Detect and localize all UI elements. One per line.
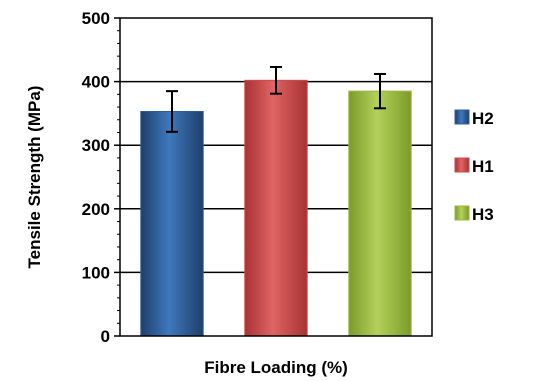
error-bars [166, 65, 386, 133]
y-axis-title: Tensile Strength (MPa) [25, 86, 44, 269]
legend-label-h2: H2 [472, 109, 494, 128]
y-tick-label: 0 [101, 327, 110, 346]
y-tick-label: 500 [82, 9, 110, 28]
plot-area-frame [119, 17, 433, 337]
legend-swatch-h1 [454, 157, 470, 173]
bar-h2 [140, 110, 204, 337]
y-axis-ticks: 0 100 200 300 400 500 [82, 9, 120, 346]
x-axis-title: Fibre Loading (%) [204, 358, 348, 377]
y-tick-label: 200 [82, 200, 110, 219]
y-tick-label: 100 [82, 263, 110, 282]
legend-label-h3: H3 [472, 205, 494, 224]
bars [140, 79, 412, 337]
bar-h3 [348, 90, 412, 337]
y-tick-label: 400 [82, 73, 110, 92]
y-tick-label: 300 [82, 136, 110, 155]
legend-swatch-h3 [454, 205, 470, 221]
legend-label-h1: H1 [472, 157, 494, 176]
bar-h1 [244, 79, 308, 337]
legend-swatch-h2 [454, 109, 470, 125]
legend: H2 H1 H3 [454, 109, 494, 224]
